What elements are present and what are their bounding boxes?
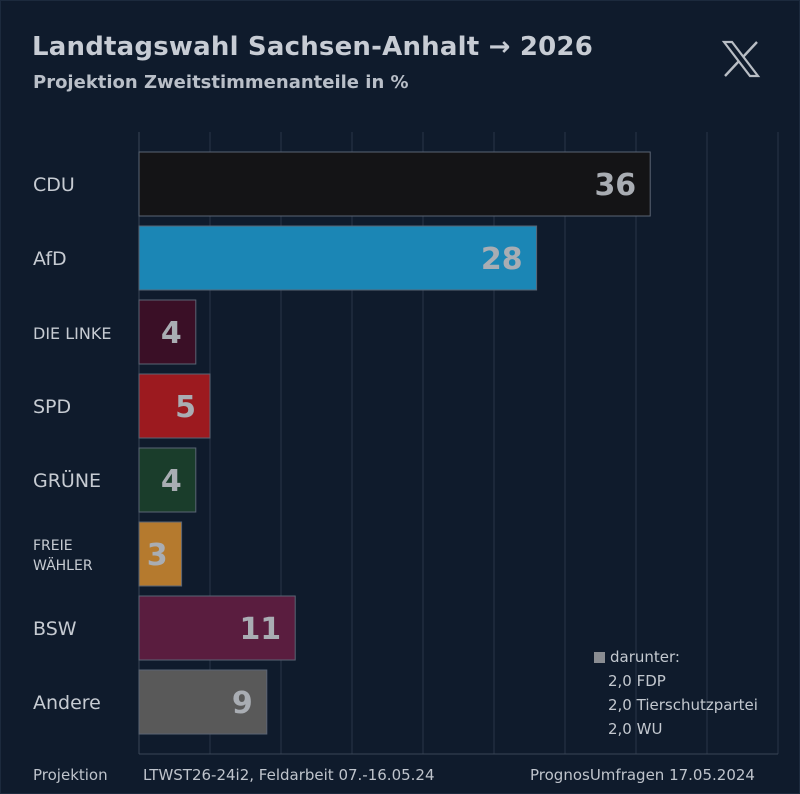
bar	[138, 669, 268, 735]
gray-square-icon	[594, 652, 605, 663]
category-label: FREIE	[33, 538, 73, 554]
category-label: BSW	[33, 618, 77, 640]
others-breakdown-heading: darunter:	[610, 648, 680, 666]
others-breakdown-line: 2,0 Tierschutzpartei	[608, 696, 758, 714]
category-label: GRÜNE	[33, 469, 101, 492]
footer-label: Projektion	[33, 766, 108, 784]
bar-value-label: 28	[481, 242, 523, 277]
bar-value-label: 4	[161, 464, 182, 499]
bar	[138, 447, 197, 513]
category-label: WÄHLER	[33, 556, 93, 574]
bar-value-label: 9	[232, 686, 253, 721]
footer-source: PrognosUmfragen 17.05.2024	[530, 766, 755, 784]
chart-subtitle: Projektion Zweitstimmenanteile in %	[33, 72, 409, 93]
category-label: AfD	[33, 248, 67, 270]
bar	[138, 151, 651, 217]
bar-value-label: 3	[147, 538, 168, 573]
category-label: DIE LINKE	[33, 324, 111, 343]
bar	[138, 225, 538, 291]
bar	[138, 299, 197, 365]
bar	[138, 521, 183, 587]
footer-survey-info: LTWST26-24i2, Feldarbeit 07.-16.05.24	[143, 766, 435, 784]
bar-value-label: 5	[175, 390, 196, 425]
others-breakdown: darunter: 2,0 FDP 2,0 Tierschutzpartei 2…	[594, 645, 758, 741]
bar-value-label: 11	[239, 612, 281, 647]
others-breakdown-line: 2,0 FDP	[608, 672, 666, 690]
bar	[138, 373, 211, 439]
others-breakdown-line: 2,0 WU	[608, 720, 663, 738]
bar	[138, 595, 296, 661]
x-logo-icon	[721, 40, 761, 78]
category-label: SPD	[33, 396, 71, 418]
bar-value-label: 36	[594, 168, 636, 203]
chart-title: Landtagswahl Sachsen-Anhalt → 2026	[32, 32, 594, 62]
category-label: CDU	[33, 174, 75, 196]
bar-value-label: 4	[161, 316, 182, 351]
category-label: Andere	[33, 692, 101, 714]
